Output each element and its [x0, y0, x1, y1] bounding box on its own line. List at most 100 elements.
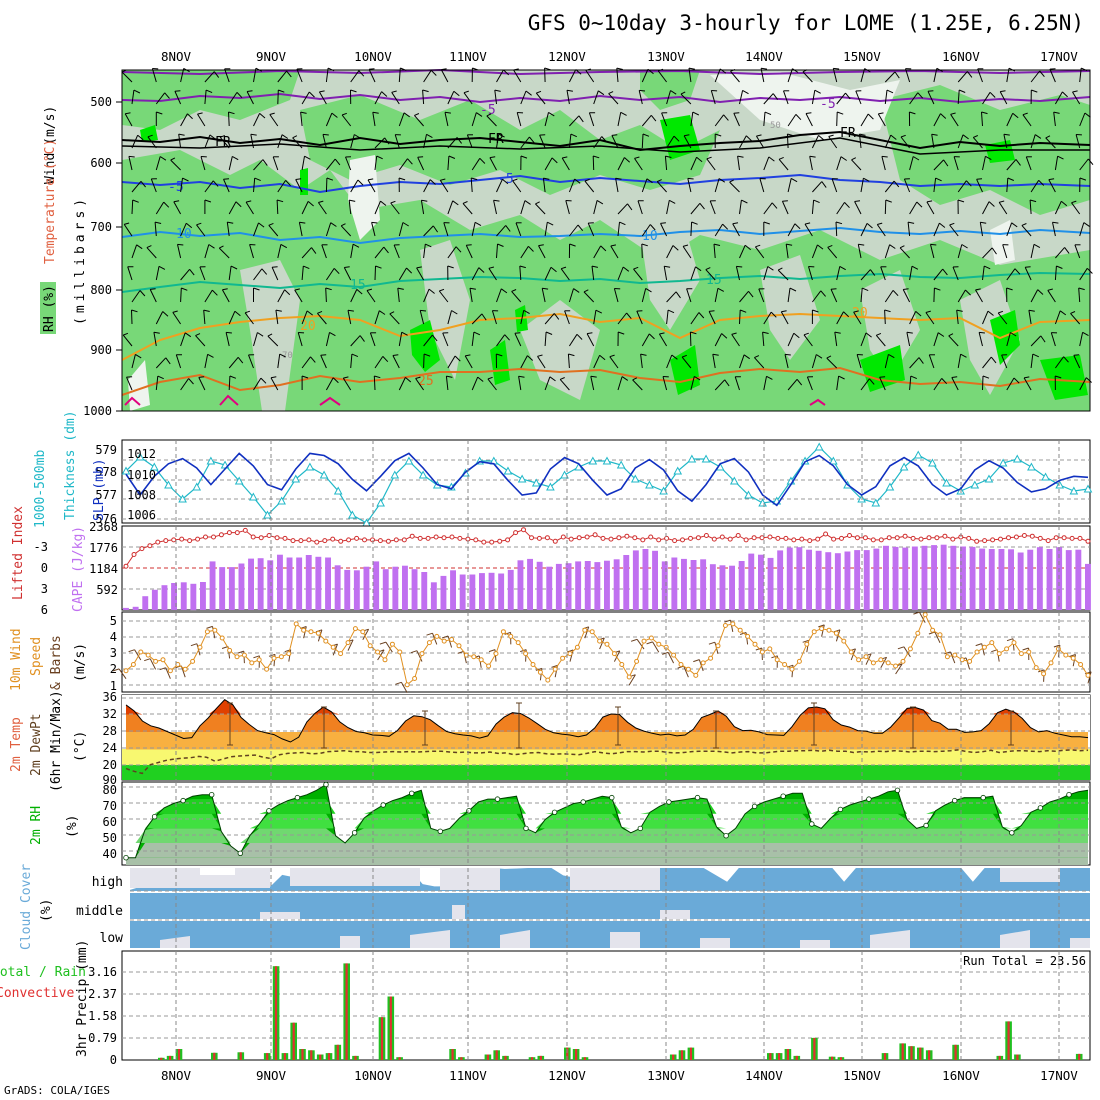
upper-wind-barb — [836, 92, 846, 105]
upper-wind-barb-flag — [927, 90, 934, 92]
upper-wind-barb — [1021, 225, 1032, 237]
rh2m-marker — [894, 787, 901, 793]
rh2m-marker — [609, 794, 615, 801]
upper-wind-barb — [739, 200, 742, 215]
cape-bar — [373, 561, 380, 610]
wind10-marker — [656, 641, 662, 647]
contour-label: -5 — [168, 180, 184, 195]
upper-wind-barb — [805, 113, 813, 127]
cape-bar — [594, 562, 601, 610]
wind10-marker — [900, 658, 906, 664]
upper-wind-barb-flag — [164, 92, 170, 99]
upper-wind-barb-flag — [350, 89, 357, 93]
cape-bar — [430, 582, 437, 610]
upper-wind-barb-flag — [212, 180, 219, 187]
precip-total-label: Total / Rain — [0, 965, 86, 980]
upper-wind-barb — [392, 355, 400, 369]
upper-wind-barb-flag — [764, 111, 772, 116]
upper-wind-barb — [123, 224, 133, 237]
upper-wind-barb-flag — [503, 69, 510, 76]
upper-wind-barb-flag — [1037, 289, 1044, 295]
upper-wind-barb-flag — [486, 113, 492, 117]
upper-wind-barb-flag — [162, 311, 169, 317]
thickness-slp-panel: 576 577 578 579 1006 1008 1010 1012 1000… — [33, 410, 1093, 528]
upper-wind-barb — [398, 267, 407, 281]
wind10-barb-flag — [253, 655, 260, 659]
upper-wind-barb-flag — [278, 89, 285, 93]
cape-bar — [960, 546, 966, 610]
top-date-label: 11NOV — [449, 49, 487, 64]
upper-wind-barb — [371, 222, 376, 237]
upper-wind-barb-flag — [380, 200, 387, 206]
upper-wind-barb — [439, 180, 449, 193]
upper-wind-barb — [593, 200, 598, 215]
upper-wind-barb-flag — [244, 310, 251, 314]
upper-wind-barb — [714, 68, 721, 83]
wind10-axis: 1 2 3 4 5 — [110, 614, 117, 693]
upper-wind-barb-flag — [803, 332, 809, 336]
wind10-marker — [693, 672, 699, 678]
precip-convective-bar — [831, 1056, 834, 1060]
upper-wind-barb-flag — [203, 309, 210, 312]
wind10-marker — [153, 658, 159, 664]
upper-wind-barb-flag — [227, 221, 234, 224]
upper-wind-barb — [933, 268, 944, 281]
upper-wind-barb-flag — [371, 221, 378, 224]
wind10-marker — [907, 646, 913, 652]
cape-bar — [171, 583, 177, 610]
thickness-marker — [560, 470, 569, 479]
upper-wind-barb — [957, 244, 963, 259]
upper-wind-barb-flag — [308, 91, 315, 98]
upper-wind-barb — [203, 310, 206, 325]
upper-wind-barb — [276, 199, 279, 215]
upper-wind-barb — [496, 225, 507, 237]
upper-wind-barb — [317, 202, 327, 215]
precip-convective-bar — [839, 1057, 842, 1060]
upper-wind-barb-flag — [426, 133, 433, 139]
lifted-index-marker — [886, 535, 892, 541]
upper-wind-barb-flag — [300, 111, 307, 114]
upper-wind-barb — [714, 379, 726, 391]
thickness-marker — [192, 482, 202, 491]
cape-bar — [1075, 549, 1082, 610]
rh2m-marker — [237, 850, 243, 856]
upper-wind-barb — [541, 288, 546, 303]
lifted-index-marker — [648, 534, 654, 540]
cape-bar — [209, 561, 216, 610]
upper-wind-barb-flag — [566, 89, 573, 92]
rh2m-panel: 40 50 60 70 80 90 2m RH (%) — [29, 773, 1091, 866]
precip-convective-bar — [266, 1053, 269, 1060]
upper-wind-barb-flag — [618, 331, 625, 335]
wind10-marker — [841, 638, 847, 644]
cape-bar — [305, 555, 312, 610]
temp2m-tick: 24 — [103, 741, 117, 755]
upper-wind-barb-flag — [890, 134, 897, 140]
wind10-axis-label: Speed — [29, 637, 44, 676]
upper-wind-barb-flag — [814, 89, 821, 94]
lifted-index-marker — [560, 534, 566, 540]
upper-wind-barb-flag — [1063, 356, 1069, 363]
upper-wind-barb — [465, 245, 473, 259]
thickness-marker — [588, 456, 598, 465]
upper-wind-barb-flag — [626, 312, 632, 320]
upper-wind-barb-flag — [512, 178, 518, 182]
upper-wind-barb — [1071, 202, 1081, 215]
contour-label: 15 — [350, 278, 366, 293]
cape-bar — [200, 582, 206, 610]
cape-bar — [142, 596, 149, 610]
upper-wind-barb — [447, 246, 457, 259]
precip-convective-bar — [1078, 1053, 1081, 1060]
cape-bar — [325, 557, 331, 610]
upper-wind-barb — [982, 156, 986, 171]
upper-wind-barb — [180, 268, 190, 281]
cape-bar — [902, 547, 909, 610]
upper-wind-barb — [827, 246, 838, 259]
upper-wind-barb — [250, 134, 254, 149]
upper-wind-barb — [680, 93, 692, 105]
upper-wind-barb — [1050, 332, 1056, 347]
cape-bar — [709, 564, 716, 610]
upper-wind-barb — [787, 288, 791, 303]
wind10-tick: 4 — [110, 630, 117, 644]
rh2m-marker — [1037, 805, 1044, 811]
wind10-barb-flag — [739, 632, 747, 635]
